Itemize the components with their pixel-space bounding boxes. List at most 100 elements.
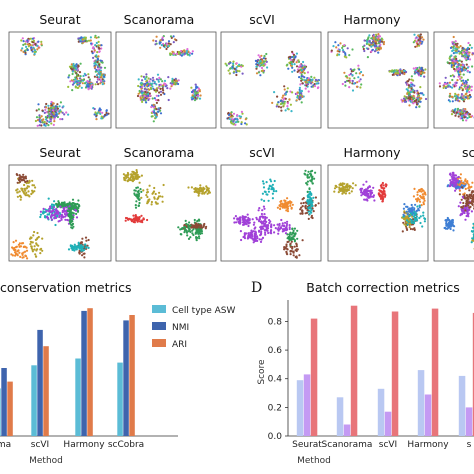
umap-point [470, 241, 473, 244]
panel-c-bar-scvi-1 [37, 329, 43, 436]
umap-point [409, 207, 412, 210]
umap-point [78, 249, 81, 253]
umap-row2-points [10, 169, 474, 260]
umap-point [153, 186, 156, 190]
umap-point [243, 222, 246, 225]
umap-point [286, 237, 289, 240]
umap-point [49, 106, 53, 110]
umap-point [422, 93, 425, 96]
umap-point [422, 214, 425, 217]
umap-point [274, 227, 277, 230]
umap-point [354, 184, 357, 187]
umap-point [419, 221, 422, 225]
umap-point [265, 60, 268, 64]
umap-point [330, 49, 333, 52]
umap-point [259, 60, 262, 63]
umap-point [260, 198, 263, 201]
umap-point [282, 94, 285, 97]
umap-point [206, 186, 209, 189]
umap-point [44, 116, 48, 119]
umap-point [306, 78, 310, 82]
umap-point [195, 85, 198, 88]
umap-point [137, 92, 140, 95]
umap-point [38, 120, 41, 123]
umap-point [419, 41, 422, 44]
umap-point [130, 173, 133, 176]
umap-point [71, 222, 75, 225]
umap-point [338, 186, 341, 189]
panel-c-bar-scanorama-1 [1, 368, 7, 436]
umap-point [25, 45, 28, 49]
umap-point [197, 223, 200, 226]
umap-point [66, 218, 69, 222]
umap-point [460, 86, 463, 89]
umap-point [468, 93, 471, 97]
umap-point [462, 201, 465, 205]
umap-point [186, 48, 189, 51]
panel-c-bar-scvi-2 [43, 346, 49, 436]
umap-title-scanorama-batch: Scanorama [124, 12, 195, 27]
umap-point [449, 227, 452, 231]
umap-point [312, 196, 315, 199]
umap-point [349, 68, 352, 71]
umap-point [27, 45, 30, 48]
umap-point [392, 69, 395, 72]
umap-point [182, 53, 185, 56]
umap-point [304, 173, 307, 176]
umap-point [83, 72, 86, 75]
umap-point [419, 100, 422, 103]
umap-point [232, 62, 235, 65]
umap-point [415, 106, 418, 109]
umap-point [149, 86, 152, 90]
umap-point [286, 102, 289, 105]
umap-point [413, 33, 416, 36]
umap-point [456, 186, 459, 189]
umap-point [258, 207, 261, 210]
umap-point [50, 115, 53, 118]
umap-point [74, 81, 77, 84]
umap-point [235, 73, 238, 77]
umap-point [460, 115, 464, 118]
umap-point [23, 183, 26, 187]
umap-point [54, 209, 58, 212]
umap-point [292, 254, 295, 257]
umap-point [378, 40, 381, 43]
umap-point [402, 207, 405, 210]
umap-point [401, 71, 404, 74]
umap-point [40, 124, 43, 127]
umap-point [142, 189, 145, 192]
umap-point [452, 171, 455, 174]
umap-point [343, 55, 346, 58]
umap-point [35, 242, 38, 245]
umap-point [283, 102, 286, 105]
umap-point [422, 69, 425, 72]
umap-point [344, 84, 347, 87]
umap-point [271, 192, 274, 195]
umap-point [81, 237, 84, 240]
umap-point [33, 51, 36, 54]
umap-point [137, 194, 140, 197]
umap-point [96, 57, 99, 60]
umap-point [71, 198, 75, 201]
umap-point [376, 47, 379, 50]
umap-point [285, 251, 288, 254]
umap-point [454, 43, 457, 46]
umap-point [291, 91, 294, 94]
umap-point [172, 41, 175, 44]
umap-point [67, 113, 70, 116]
umap-point [243, 237, 247, 240]
umap-point [158, 83, 161, 87]
umap-point [258, 229, 261, 232]
umap-point [177, 82, 180, 86]
umap-point [244, 118, 247, 121]
umap-point [243, 232, 246, 235]
umap-point [169, 87, 172, 90]
umap-point [363, 49, 366, 53]
umap-point [416, 200, 419, 203]
umap-point [33, 230, 36, 234]
umap-point [421, 193, 424, 196]
umap-point [161, 200, 164, 203]
umap-point [265, 220, 268, 223]
umap-point [343, 44, 346, 47]
umap-point [310, 75, 313, 78]
